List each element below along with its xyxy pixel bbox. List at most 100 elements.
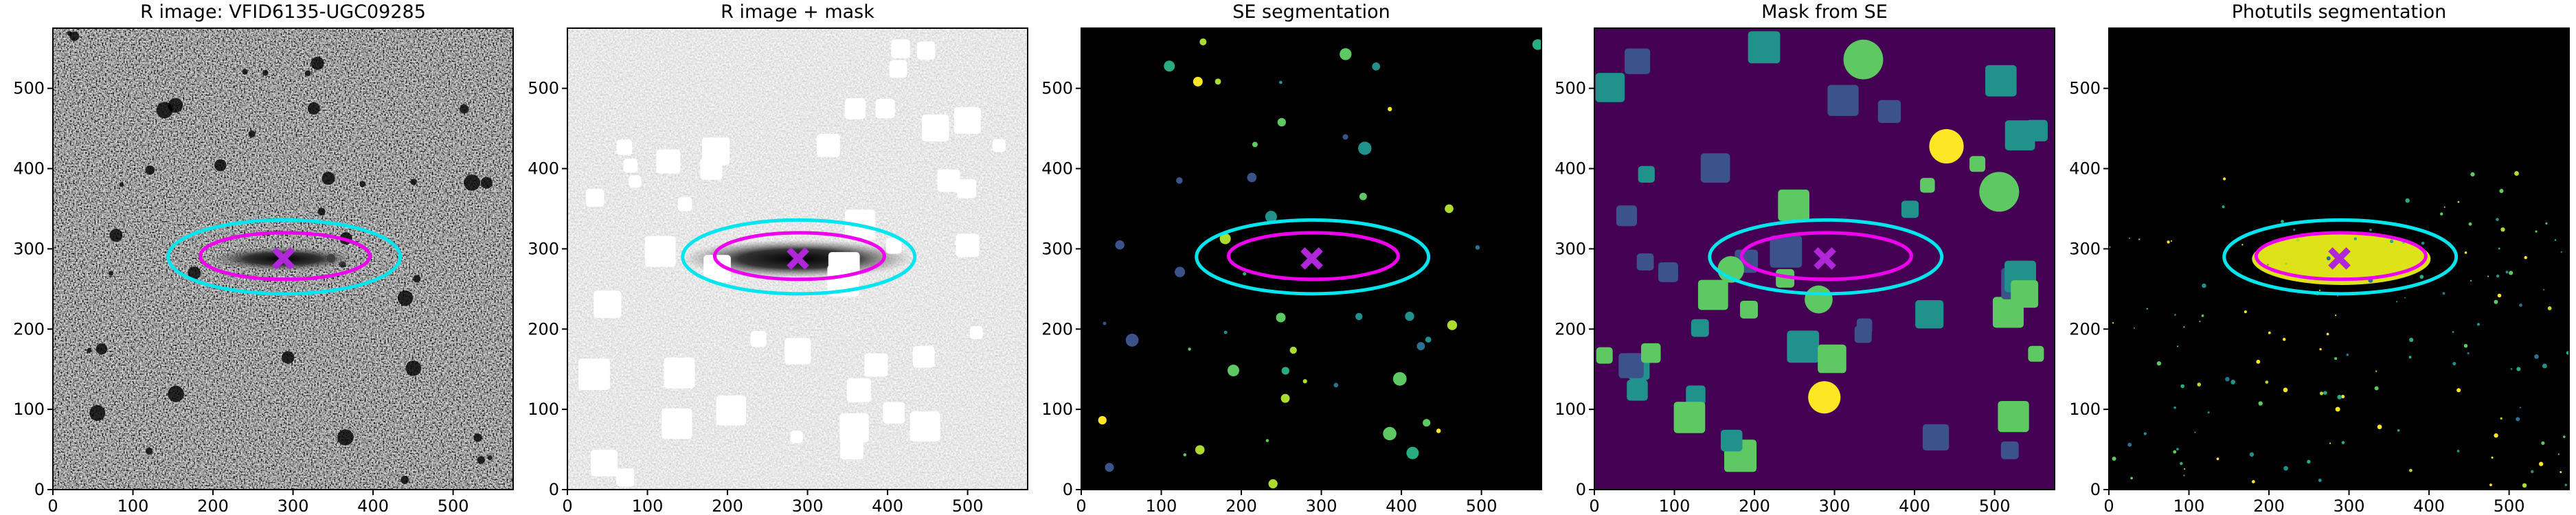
dark-source (337, 429, 354, 446)
segment (2464, 251, 2467, 254)
segment (2281, 220, 2284, 224)
x-tick-label: 400 (1899, 496, 1930, 515)
mask-box (1641, 343, 1661, 363)
dark-source (214, 159, 227, 172)
segment (2545, 222, 2548, 225)
axes-frame (52, 27, 514, 490)
mask-disk (1929, 128, 1964, 164)
mask-box (677, 196, 692, 211)
x-tick-label: 100 (117, 496, 149, 515)
dark-source (460, 104, 469, 114)
y-tick-label: 0 (34, 480, 45, 499)
x-tick-label: 0 (1076, 496, 1086, 515)
segment (1243, 272, 1247, 276)
segment (2174, 314, 2176, 316)
segment (2534, 354, 2539, 359)
segment (1105, 463, 1114, 472)
y-tick-label: 200 (1041, 319, 1073, 339)
segment (2170, 240, 2172, 242)
segment (2408, 356, 2412, 359)
segment (2156, 361, 2162, 366)
segment (2560, 471, 2562, 473)
segment (2183, 474, 2185, 477)
y-tick-label: 400 (13, 159, 45, 179)
y-tick-label: 300 (1555, 239, 1586, 258)
y-tick-label: 100 (2069, 400, 2101, 419)
mask-box (578, 358, 610, 390)
aperture-ellipse (2222, 218, 2459, 296)
segment (2128, 237, 2130, 240)
segment (2516, 367, 2521, 371)
segment (2184, 468, 2186, 470)
axes-frame (567, 27, 1028, 490)
segment (1340, 48, 1352, 60)
panel-title: SE segmentation (1232, 1, 1390, 23)
mask-disk (1805, 285, 1833, 314)
y-tick-label: 500 (2069, 79, 2101, 98)
x-tick-label: 400 (2413, 496, 2445, 515)
aperture-ellipse (2254, 231, 2428, 282)
y-tick-label: 200 (2069, 319, 2101, 339)
segment (2197, 382, 2201, 387)
mask-box (916, 41, 936, 60)
segment (2500, 417, 2502, 420)
dark-source (321, 172, 335, 185)
plot-area (567, 28, 1028, 490)
y-tick-label: 100 (1041, 400, 1073, 419)
segment (1392, 371, 1407, 386)
y-tick-label: 100 (13, 400, 45, 419)
mask-box (1625, 48, 1651, 74)
dark-source (413, 275, 421, 283)
mask-box (1776, 268, 1795, 288)
x-tick-label: 500 (438, 496, 469, 515)
dark-source (168, 385, 184, 402)
segment (1276, 312, 1286, 323)
segment (2395, 301, 2398, 303)
segment (2133, 327, 2135, 329)
segment (2194, 431, 2196, 433)
segment (1193, 76, 1203, 87)
mask-box (846, 378, 871, 402)
segment (2337, 394, 2342, 400)
aperture-ellipse (1708, 218, 1944, 296)
aperture-ellipse (1195, 218, 1431, 296)
segment (2419, 275, 2424, 279)
dark-source (359, 181, 366, 187)
aperture-ellipse (1739, 231, 1913, 282)
mask-box (623, 158, 637, 173)
mask-box (661, 408, 692, 439)
dark-source (317, 207, 326, 216)
x-tick-label: 300 (1819, 496, 1851, 515)
mask-box (992, 139, 1006, 152)
mask-box (1638, 165, 1655, 183)
segment (2173, 406, 2176, 409)
segment (1247, 172, 1257, 183)
mask-box (1627, 380, 1648, 401)
segment (2146, 308, 2148, 310)
mask-box (1827, 84, 1859, 116)
center-marker (787, 247, 809, 270)
segment (2470, 279, 2472, 282)
x-tick-label: 300 (278, 496, 309, 515)
x-tick-label: 300 (2334, 496, 2365, 515)
segment (2500, 227, 2505, 232)
segment (1383, 426, 1397, 441)
segment (2319, 391, 2324, 396)
segment (1227, 365, 1240, 377)
mask-box (875, 98, 895, 119)
segment (2443, 206, 2445, 208)
segment (2542, 288, 2545, 291)
segment (2127, 442, 2132, 447)
segment (1532, 39, 1541, 50)
panel: R image: VFID6135-UGC09285 0 100 200 300 400 5… (13, 1, 514, 515)
segment (2318, 479, 2322, 482)
segment (1445, 204, 1454, 214)
segment (2335, 407, 2340, 412)
segment (2207, 411, 2210, 414)
segment (2230, 380, 2236, 385)
segment (1176, 177, 1183, 184)
segment (2519, 407, 2521, 409)
panel: Photutils segmentation 0 100 200 300 400 500 0 1… (2069, 1, 2570, 515)
segment (2456, 388, 2461, 393)
segment (2282, 338, 2286, 341)
